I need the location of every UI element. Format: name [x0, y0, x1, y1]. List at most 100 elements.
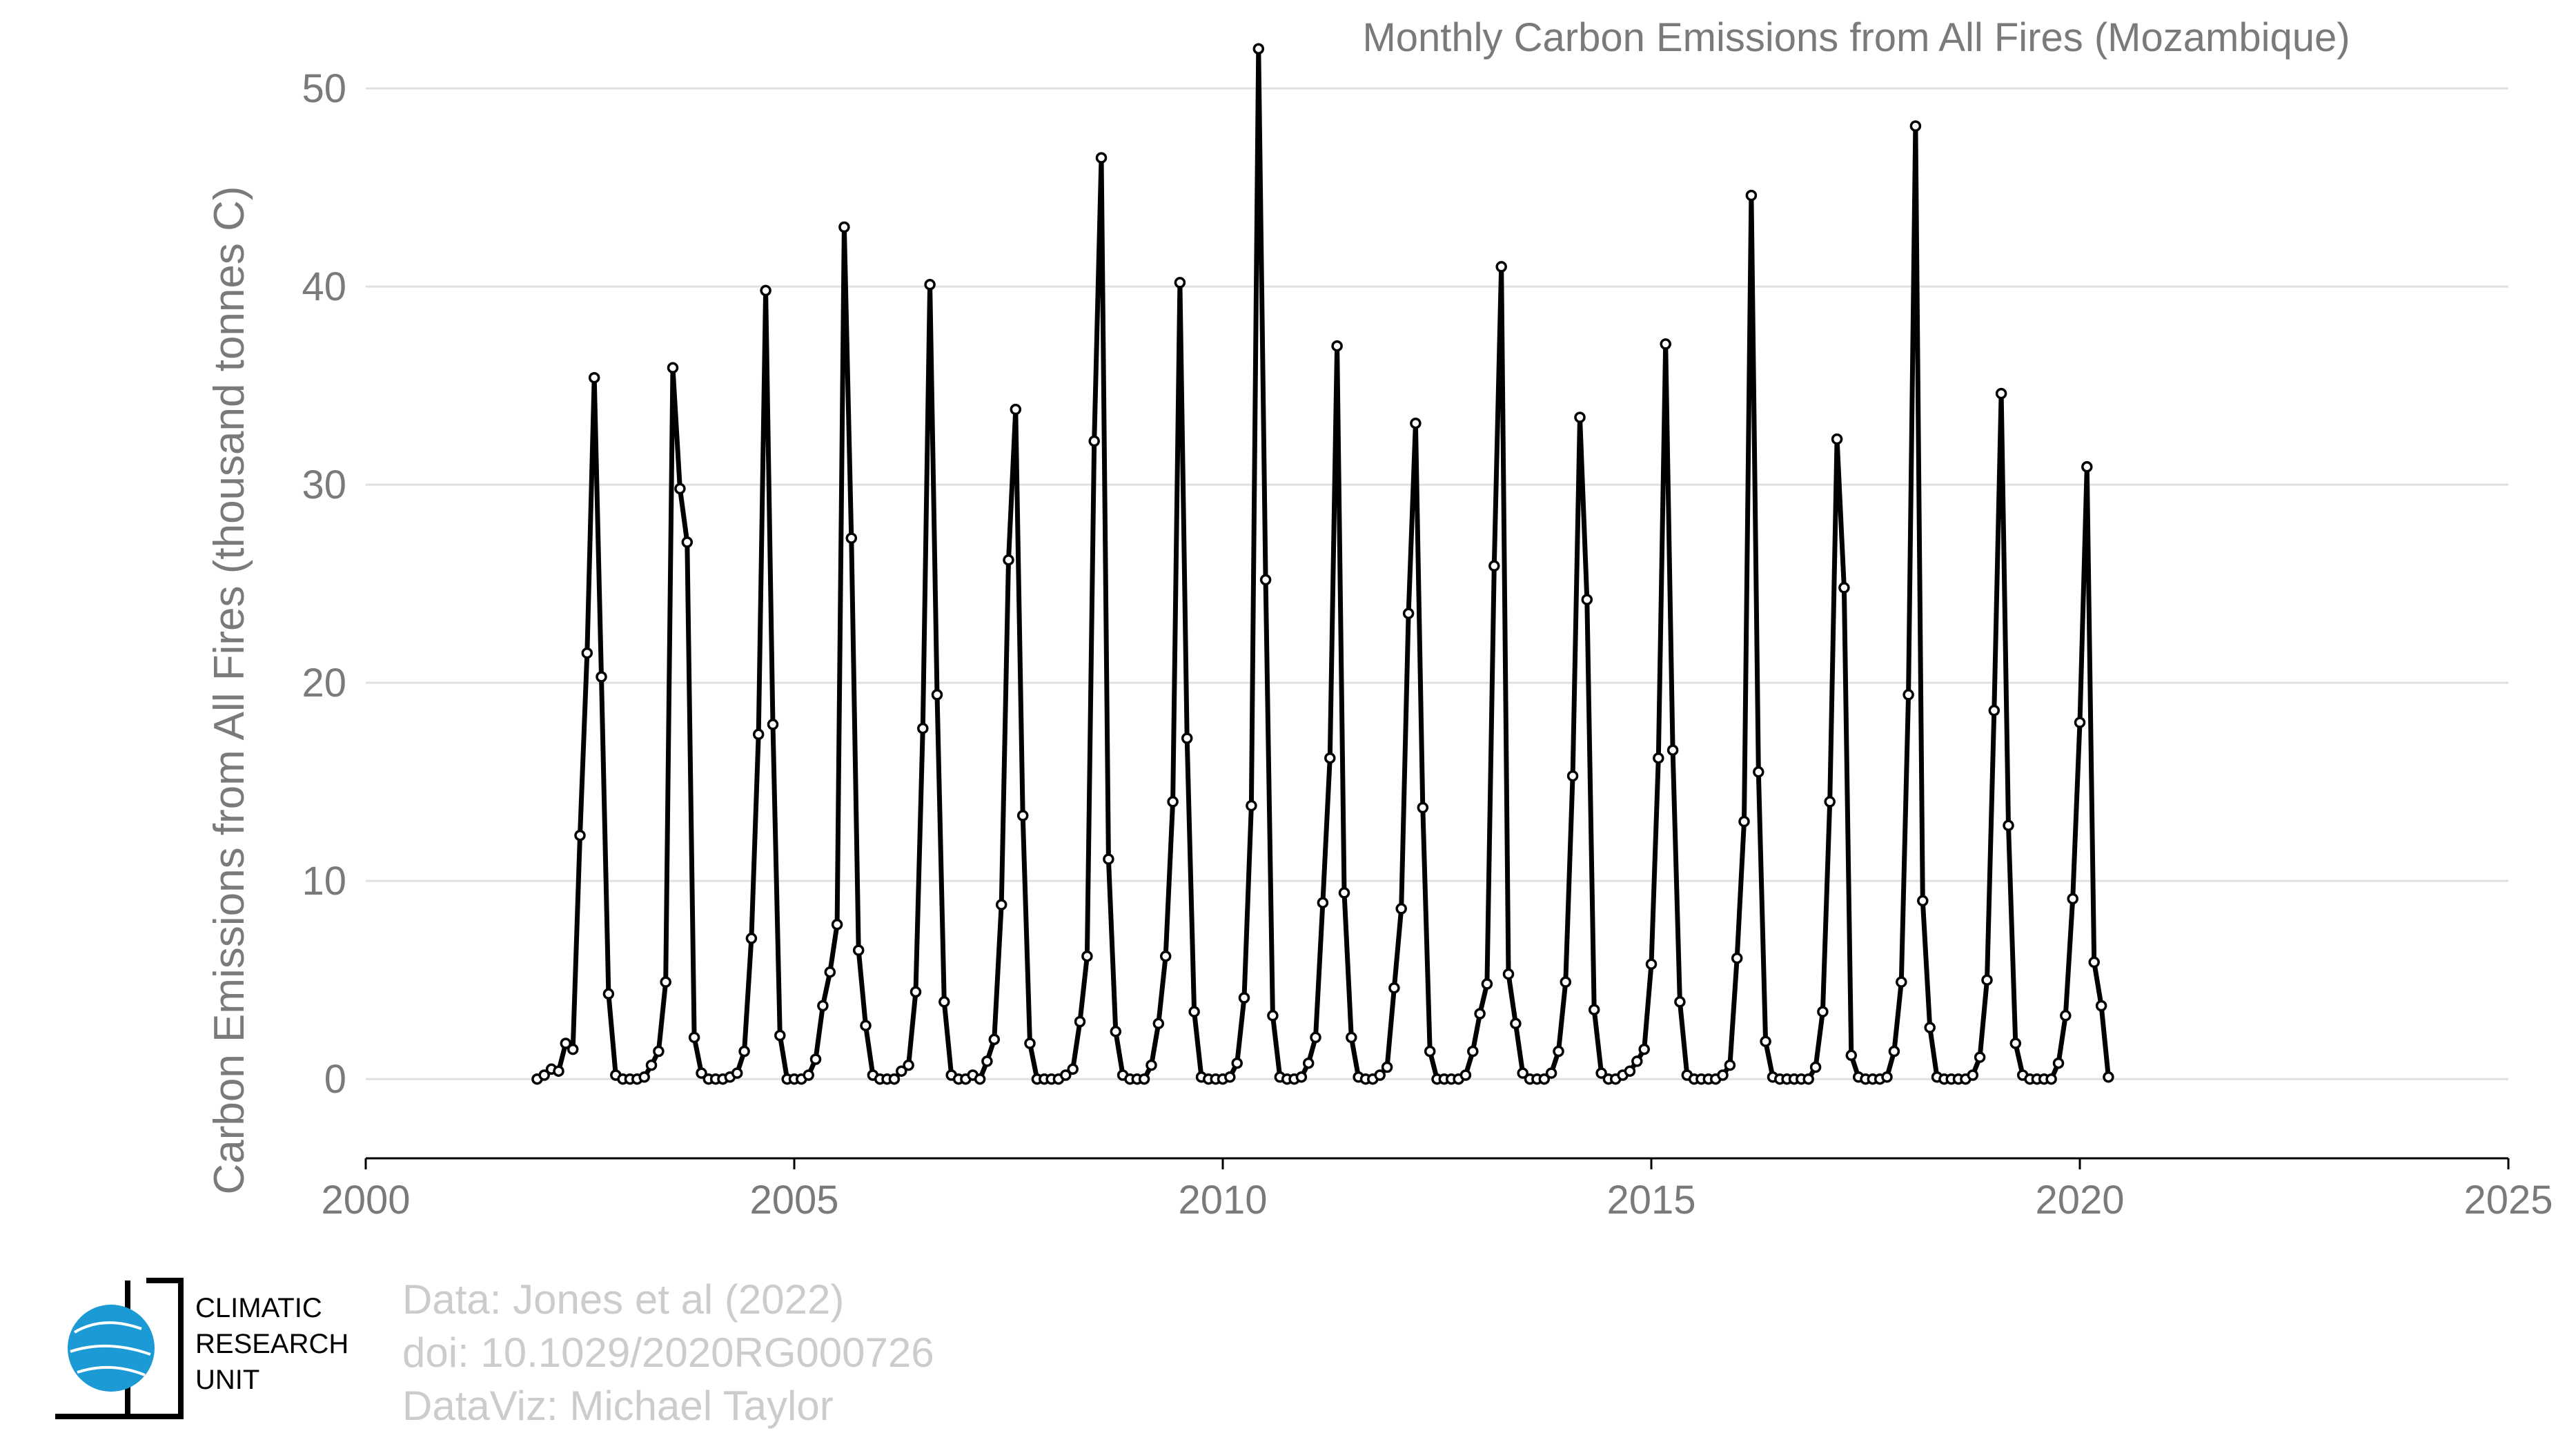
cru-logo: CLIMATIC RESEARCH UNIT: [55, 1278, 348, 1419]
data-point: [1760, 1035, 1771, 1047]
data-point: [553, 1065, 564, 1077]
data-point: [1902, 689, 1914, 701]
data-point: [1588, 1004, 1600, 1015]
data-point: [1174, 277, 1186, 289]
data-point: [1560, 976, 1572, 988]
data-point: [1338, 887, 1350, 899]
x-axis-ticks: 2000 2005 2010 2015 2020 2025: [321, 1158, 2553, 1223]
data-point: [745, 933, 758, 944]
x-tick-label: 2020: [2035, 1178, 2124, 1223]
data-point: [1381, 1061, 1393, 1073]
data-point: [1595, 1067, 1607, 1079]
data-point: [1517, 1067, 1528, 1079]
data-point: [2067, 893, 2078, 905]
data-point: [1674, 996, 1686, 1008]
data-point: [995, 899, 1007, 910]
data-point: [924, 279, 936, 291]
data-point: [1817, 1006, 1829, 1017]
data-point: [1745, 189, 1758, 202]
x-tick-label: 2025: [2464, 1178, 2553, 1223]
data-point: [1324, 752, 1336, 764]
data-point: [696, 1067, 707, 1079]
data-point: [1753, 766, 1764, 778]
data-point: [638, 1071, 650, 1083]
data-point: [1624, 1065, 1636, 1077]
data-point: [560, 1038, 572, 1049]
data-point: [1553, 1045, 1564, 1058]
data-point: [1188, 1006, 1200, 1017]
data-point: [1074, 1015, 1086, 1028]
data-point: [1095, 152, 1108, 164]
x-tick-label: 2015: [1606, 1178, 1695, 1223]
logo-bracket-right: [108, 1278, 184, 1419]
data-point: [1417, 801, 1429, 814]
data-point: [1981, 974, 1993, 986]
y-tick-label: 0: [324, 1057, 346, 1102]
data-point: [1295, 1071, 1308, 1083]
data-point: [1259, 574, 1272, 586]
data-point: [931, 689, 943, 701]
data-point: [1424, 1045, 1436, 1058]
data-point: [2045, 1073, 2057, 1085]
data-point: [1909, 120, 1922, 132]
data-point: [1181, 732, 1193, 744]
y-tick-label: 40: [302, 264, 346, 309]
data-point: [917, 722, 929, 734]
data-point: [809, 1053, 822, 1065]
data-point: [1088, 435, 1100, 447]
data-point: [1645, 958, 1658, 970]
data-point: [1067, 1063, 1079, 1075]
data-point: [1538, 1073, 1551, 1085]
data-point: [1024, 1038, 1036, 1049]
data-point: [1545, 1067, 1557, 1079]
data-point: [588, 371, 600, 384]
chart-title: Monthly Carbon Emissions from All Fires …: [1362, 15, 2350, 60]
y-axis-label: Carbon Emissions from All Fires (thousan…: [206, 186, 253, 1194]
data-point: [1802, 1073, 1814, 1085]
data-point: [988, 1033, 1001, 1046]
data-point: [1016, 810, 1029, 821]
data-point: [1881, 1071, 1893, 1083]
data-point: [660, 976, 671, 988]
data-point: [2009, 1038, 2022, 1049]
data-point: [2074, 717, 2086, 728]
data-point: [2081, 461, 2093, 473]
data-point: [1666, 744, 1679, 756]
data-point: [1581, 594, 1593, 605]
data-point: [760, 284, 771, 297]
data-point: [1238, 992, 1250, 1004]
data-point: [1410, 417, 1422, 429]
data-point: [1152, 1017, 1165, 1030]
data-point: [1317, 897, 1329, 908]
data-point: [938, 996, 950, 1008]
series-emissions: [531, 43, 2114, 1085]
data-point: [2060, 1010, 2072, 1022]
data-point: [1374, 1069, 1386, 1081]
data-point: [1302, 1057, 1315, 1069]
data-point: [1917, 895, 1929, 907]
data-point: [774, 1029, 786, 1042]
data-point: [1995, 387, 2007, 400]
data-point: [1924, 1022, 1936, 1033]
data-point: [910, 986, 922, 998]
data-point: [1167, 796, 1179, 808]
data-point: [2003, 819, 2014, 832]
data-point: [1159, 950, 1172, 962]
data-point: [767, 719, 779, 730]
credit-dataviz: DataViz: Michael Taylor: [402, 1383, 834, 1429]
data-point: [1459, 1069, 1472, 1081]
data-point: [1346, 1031, 1357, 1044]
data-point: [752, 728, 765, 741]
logo-text-line2: RESEARCH: [195, 1329, 348, 1359]
data-point: [1738, 815, 1750, 828]
data-point: [667, 362, 679, 374]
data-point: [567, 1043, 579, 1055]
data-point: [1246, 799, 1257, 812]
y-tick-label: 20: [302, 661, 346, 705]
credit-doi: doi: 10.1029/2020RG000726: [402, 1330, 934, 1376]
data-point: [1845, 1049, 1858, 1062]
data-point: [538, 1069, 550, 1081]
data-point: [1388, 982, 1400, 994]
data-point: [1138, 1073, 1150, 1085]
data-point: [831, 919, 843, 931]
